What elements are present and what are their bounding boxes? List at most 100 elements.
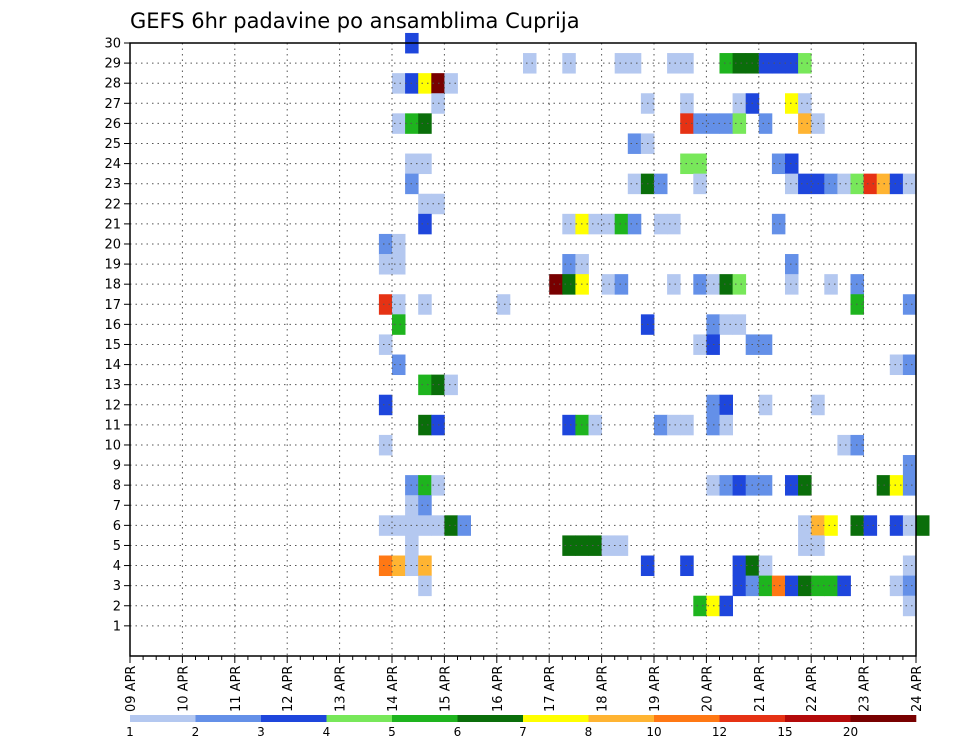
heatmap-cell	[876, 173, 891, 195]
heatmap-cell	[798, 93, 812, 114]
heatmap-cell	[798, 475, 812, 496]
x-tick-label: 20 APR	[700, 666, 715, 712]
legend-swatch	[326, 715, 393, 722]
y-tick-label: 17	[104, 298, 121, 313]
heatmap-cell	[693, 274, 707, 295]
heatmap-cell	[798, 535, 812, 556]
legend-label: 2	[192, 725, 200, 739]
x-tick-label: 10 APR	[176, 666, 191, 712]
heatmap-cell	[902, 515, 917, 536]
grid-layer	[130, 42, 916, 656]
x-axis: 09 APR 10 APR 11 APR 12 APR 13 APR 14 APR 15 A…	[124, 656, 925, 712]
y-tick-label: 6	[113, 519, 121, 534]
heatmap-cell	[758, 555, 773, 577]
x-tick-label: 12 APR	[281, 666, 296, 712]
y-tick-label: 13	[104, 378, 121, 393]
x-tick-label: 11 APR	[229, 666, 244, 712]
legend-label: 15	[777, 725, 792, 739]
heatmap-cell	[588, 414, 602, 436]
y-tick-label: 10	[104, 438, 121, 453]
x-tick-label: 24 APR	[910, 666, 925, 712]
heatmap-cell	[771, 153, 786, 175]
heatmap-cell	[719, 53, 733, 74]
legend-label: 12	[712, 725, 727, 739]
heatmap-cell	[392, 254, 406, 275]
heatmap-cell	[418, 575, 432, 597]
heatmap-cell	[627, 53, 642, 74]
heatmap-cell	[719, 113, 733, 134]
heatmap-cell	[916, 515, 930, 536]
legend-swatch	[261, 715, 327, 722]
heatmap-cell	[758, 53, 773, 74]
heatmap-cell	[601, 535, 616, 556]
heatmap-cell	[732, 53, 747, 74]
heatmap-cell	[444, 73, 458, 94]
legend-label: 1	[126, 725, 134, 739]
y-tick-label: 1	[113, 619, 121, 634]
heatmap-cell	[902, 555, 917, 577]
x-tick-label: 19 APR	[648, 666, 663, 712]
y-tick-label: 3	[113, 579, 121, 594]
x-tick-label: 16 APR	[491, 666, 506, 712]
heatmap-cell	[418, 475, 432, 496]
y-tick-label: 30	[104, 37, 121, 52]
x-tick-label: 13 APR	[334, 666, 349, 712]
heatmap-cell	[798, 515, 812, 536]
heatmap-cell	[719, 274, 733, 295]
heatmap-cell	[863, 515, 878, 536]
heatmap-cell	[496, 294, 511, 315]
heatmap-cell	[889, 354, 904, 376]
color-legend: 1 2 3 4 5 6 7 8 10 12 15 20	[126, 715, 917, 739]
legend-swatch	[523, 715, 589, 722]
x-tick-label: 09 APR	[124, 666, 139, 712]
legend-swatch	[785, 715, 851, 722]
heatmap-cell	[418, 414, 432, 436]
y-tick-label: 8	[113, 479, 121, 494]
heatmap-cell	[876, 475, 891, 496]
y-tick-label: 11	[104, 418, 121, 433]
legend-label: 10	[646, 725, 661, 739]
heatmap-cell	[392, 73, 406, 94]
heatmap-cell	[837, 173, 851, 195]
heatmap-cell	[614, 213, 629, 235]
legend-swatch	[130, 715, 196, 722]
heatmap-cell	[418, 495, 432, 516]
heatmap-cell	[614, 274, 629, 295]
heatmap-cell	[627, 133, 642, 154]
heatmap-cell	[667, 274, 681, 295]
heatmap-cell	[732, 113, 747, 134]
y-axis: 1234567891011121314151617181920212223242…	[104, 37, 130, 634]
heatmap-cell	[889, 575, 904, 597]
heatmap-cell	[719, 414, 733, 436]
heatmap-cell	[824, 274, 838, 295]
heatmap-cell	[562, 274, 576, 295]
legend-swatch	[654, 715, 720, 722]
heatmap-cell	[418, 555, 432, 577]
heatmap-cell	[771, 575, 786, 597]
legend-label: 3	[257, 725, 265, 739]
y-tick-label: 14	[104, 358, 121, 373]
y-tick-label: 7	[113, 499, 121, 514]
heatmap-cell	[667, 213, 681, 235]
heatmap-cell	[457, 515, 471, 536]
heatmap-cell	[863, 173, 878, 195]
chart-title: GEFS 6hr padavine po ansamblima Cuprija	[130, 9, 580, 33]
heatmap-cell	[902, 455, 917, 476]
heatmap-cell	[667, 53, 681, 74]
y-tick-label: 21	[104, 217, 121, 232]
heatmap-cell	[719, 595, 733, 617]
heatmap-cell	[378, 334, 393, 355]
heatmap-cell	[837, 434, 851, 456]
heatmap-cell	[798, 113, 812, 134]
heatmap-cell	[732, 555, 747, 577]
heatmap-cell	[418, 294, 432, 315]
y-tick-label: 5	[113, 539, 121, 554]
heatmap-cell	[392, 314, 406, 335]
heatmap-cell	[562, 414, 576, 436]
heatmap-cell	[562, 535, 576, 556]
legend-label: 7	[519, 725, 527, 739]
heatmap-cell	[523, 53, 537, 74]
heatmap-cell	[798, 575, 812, 597]
heatmap-cell	[693, 334, 707, 355]
